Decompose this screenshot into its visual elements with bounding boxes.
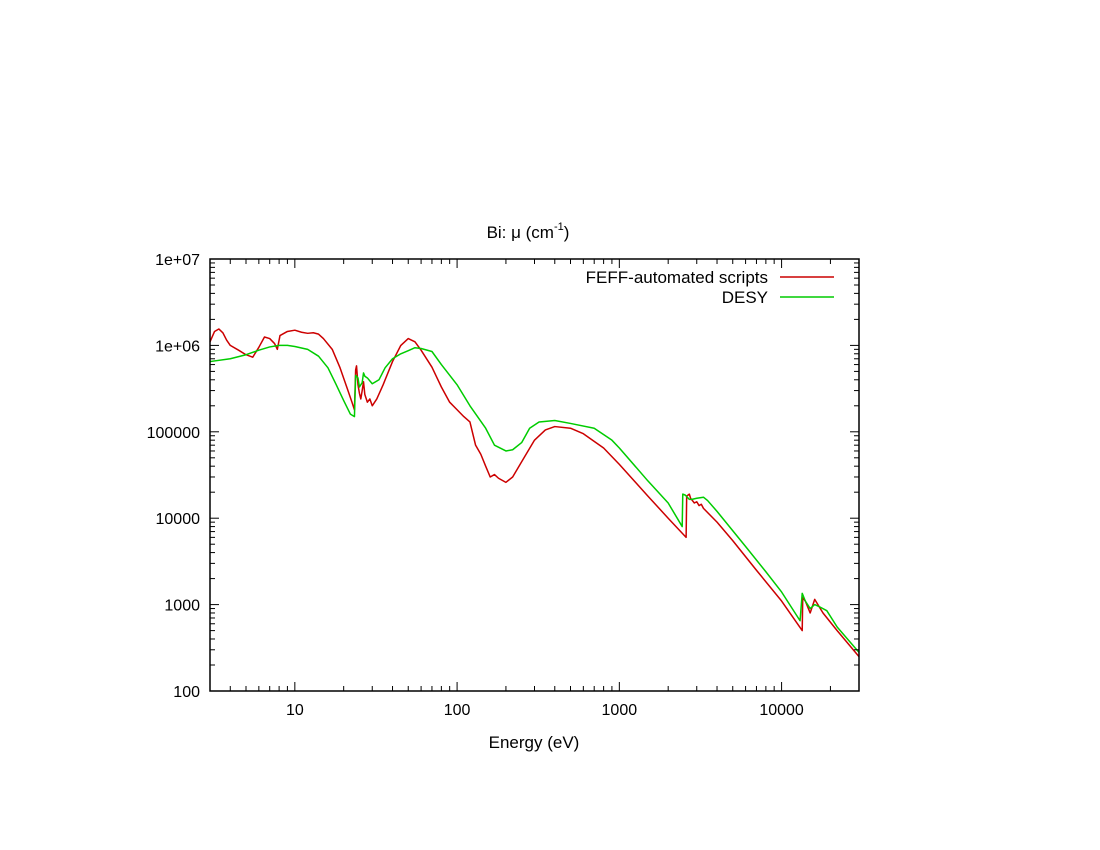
chart-title-sup: -1 (554, 221, 564, 233)
series-line-1 (209, 344, 860, 653)
chart-title: Bi: μ (cm-1) (487, 221, 570, 242)
chart-title-tail: ) (564, 223, 570, 242)
series-layer (209, 328, 860, 658)
x-tick-label: 1000 (602, 702, 638, 719)
x-tick-label: 10000 (759, 702, 804, 719)
y-tick-label: 100000 (147, 425, 200, 442)
y-tick-label: 10000 (156, 511, 201, 528)
x-tick-label: 10 (286, 702, 304, 719)
ticks-layer: 10 100 1000 10000 100 1000 10000 100000 1e+06 1e+… (147, 252, 860, 719)
x-tick-label: 100 (444, 702, 471, 719)
y-tick-label: 1e+06 (155, 338, 200, 355)
legend-label-0: FEFF-automated scripts (586, 268, 768, 287)
y-tick-label: 100 (173, 684, 200, 701)
plot-frame (209, 258, 860, 692)
x-axis-label: Energy (eV) (489, 733, 580, 752)
y-tick-label: 1e+07 (155, 252, 200, 269)
legend-label-1: DESY (722, 288, 768, 307)
chart-title-main: Bi: μ (cm (487, 223, 554, 242)
series-line-0 (209, 328, 860, 658)
y-tick-label: 1000 (164, 598, 200, 615)
